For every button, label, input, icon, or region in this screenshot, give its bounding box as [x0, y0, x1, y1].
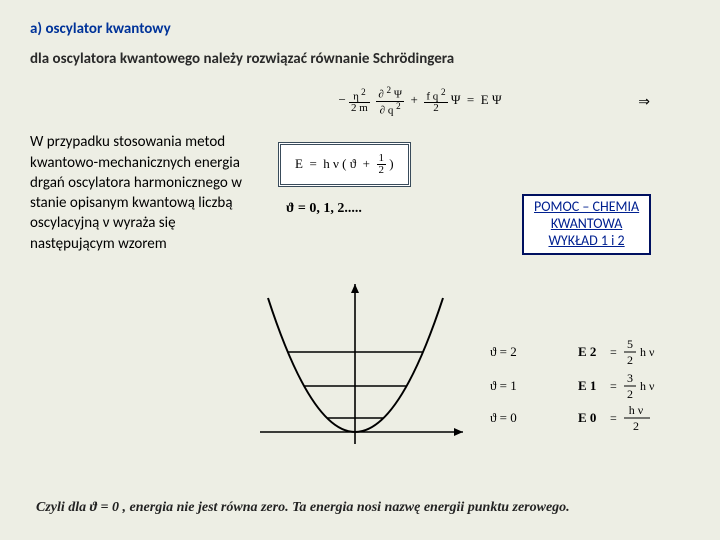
svg-text:5: 5	[627, 337, 633, 351]
footer-note: Czyli dla ϑ = 0 , energia nie jest równa…	[36, 500, 570, 516]
energy-formula-box: E = h ν ( ϑ + 12 )	[278, 142, 411, 187]
svg-text:E 1: E 1	[578, 378, 596, 393]
svg-text:=: =	[610, 411, 617, 425]
svg-text:h ν: h ν	[629, 403, 644, 417]
svg-text:h ν: h ν	[640, 345, 655, 359]
section-heading: a) oscylator kwantowy	[30, 20, 690, 38]
svg-text:E 2: E 2	[578, 344, 596, 359]
svg-text:2: 2	[627, 387, 633, 401]
energy-formula: E = h ν ( ϑ + 12 )	[295, 156, 394, 171]
svg-text:h ν: h ν	[640, 379, 655, 393]
help-line2: KWANTOWA	[551, 215, 622, 232]
help-link-box[interactable]: POMOC – CHEMIA KWANTOWA WYKŁAD 1 i 2	[522, 194, 651, 255]
svg-text:ϑ = 2: ϑ = 2	[490, 344, 517, 359]
svg-text:E 0: E 0	[578, 410, 596, 425]
svg-text:=: =	[610, 345, 617, 359]
svg-text:=: =	[610, 379, 617, 393]
svg-text:ϑ = 0: ϑ = 0	[490, 410, 517, 425]
intro-paragraph: dla oscylatora kwantowego należy rozwiąz…	[30, 50, 690, 68]
svg-text:ϑ = 1: ϑ = 1	[490, 378, 517, 393]
implies-arrow: ⇒	[638, 94, 650, 111]
help-link[interactable]: POMOC – CHEMIA KWANTOWA WYKŁAD 1 i 2	[534, 198, 639, 249]
oscillator-diagram: ϑ = 0E 0=h ν2ϑ = 1E 1=32 h νϑ = 2E 2=52 …	[260, 264, 690, 464]
svg-text:2: 2	[633, 419, 639, 433]
svg-text:2: 2	[627, 353, 633, 367]
heading-text: a) oscylator kwantowy	[30, 20, 171, 38]
help-line3: WYKŁAD 1 i 2	[548, 232, 624, 249]
svg-text:3: 3	[627, 371, 633, 385]
help-line1: POMOC – CHEMIA	[534, 198, 639, 215]
eq1-content: − η 22 m ∂ 2 Ψ∂ q 2 + f q 22 Ψ = E Ψ	[338, 92, 501, 107]
explanation-paragraph: W przypadku stosowania metod kwantowo-me…	[30, 132, 260, 254]
schrodinger-equation: − η 22 m ∂ 2 Ψ∂ q 2 + f q 22 Ψ = E Ψ ⇒	[150, 86, 690, 116]
